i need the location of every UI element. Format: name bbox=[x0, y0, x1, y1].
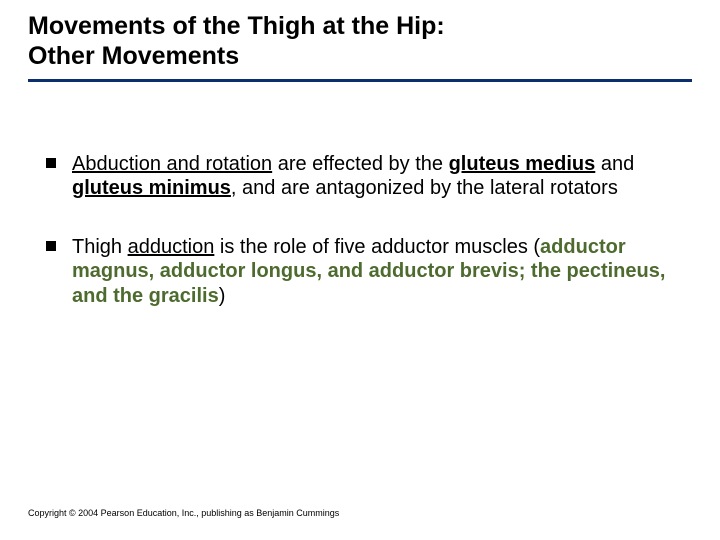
text-span: gluteus minimus bbox=[72, 177, 231, 199]
title-line2: Other Movements bbox=[28, 42, 239, 70]
text-span: are effected by the bbox=[272, 153, 448, 175]
text-span: , and are antagonized by the lateral rot… bbox=[231, 177, 618, 199]
copyright-footer: Copyright © 2004 Pearson Education, Inc.… bbox=[28, 508, 339, 518]
text-span: Thigh bbox=[72, 236, 128, 258]
slide-body: Abduction and rotation are effected by t… bbox=[28, 82, 692, 308]
text-span: Abduction and rotation bbox=[72, 153, 272, 175]
text-span: ) bbox=[219, 285, 226, 307]
text-span: gluteus medius bbox=[449, 153, 596, 175]
text-span: adduction bbox=[128, 236, 215, 258]
bullet-list: Abduction and rotation are effected by t… bbox=[46, 152, 682, 308]
bullet-item: Abduction and rotation are effected by t… bbox=[46, 152, 682, 201]
text-span: and bbox=[595, 153, 634, 175]
title-line1: Movements of the Thigh at the Hip: bbox=[28, 12, 445, 40]
slide: Movements of the Thigh at the Hip: Other… bbox=[0, 0, 720, 540]
text-span: is the role of five adductor muscles ( bbox=[214, 236, 540, 258]
slide-title: Movements of the Thigh at the Hip: Other… bbox=[28, 12, 692, 77]
bullet-item: Thigh adduction is the role of five addu… bbox=[46, 235, 682, 308]
